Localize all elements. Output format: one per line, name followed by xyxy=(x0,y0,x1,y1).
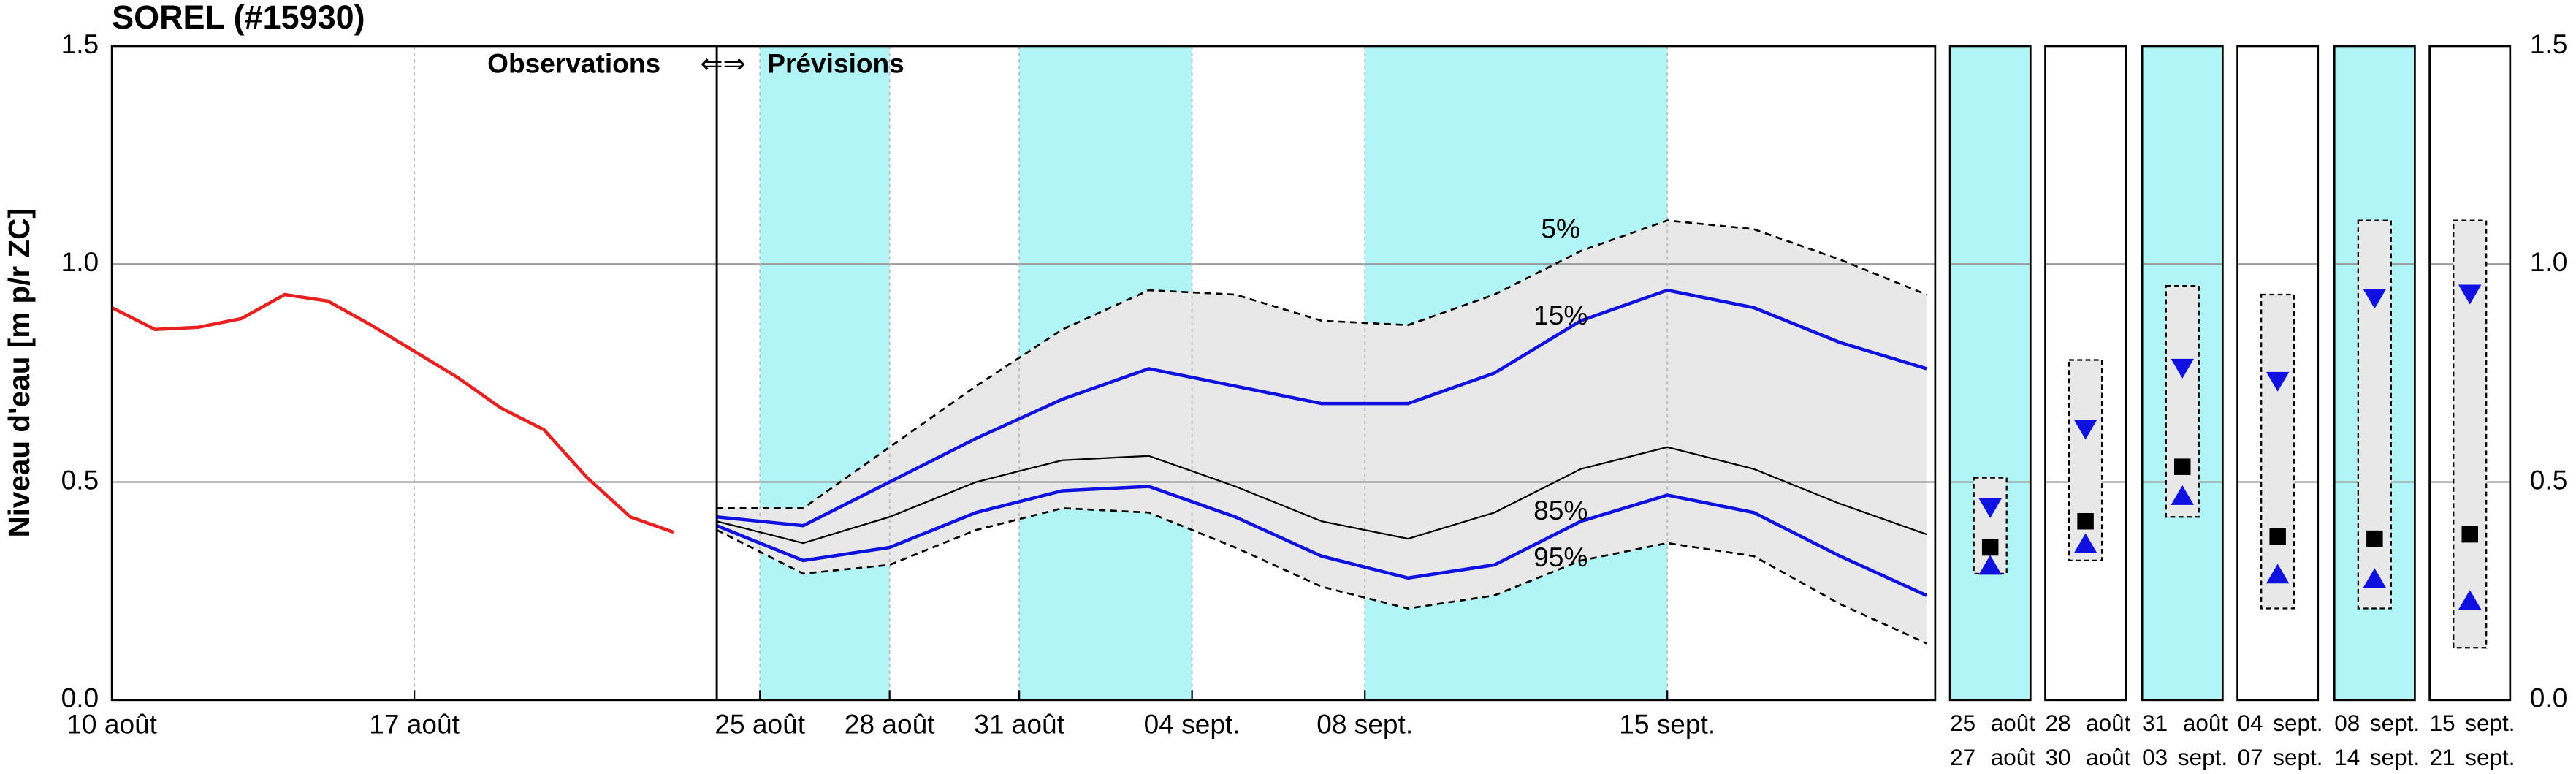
panel-start-label: août xyxy=(2183,710,2228,736)
panel-end-label: 14 xyxy=(2334,745,2360,770)
x-tick-label: 10 août xyxy=(66,709,157,740)
panel-frame xyxy=(2044,45,2127,702)
range-box xyxy=(2357,219,2392,610)
x-tick-label: 31 août xyxy=(974,709,1064,740)
annotation: ⇐⇒ xyxy=(700,48,745,79)
upper-marker xyxy=(2363,289,2387,309)
y-tick-label-right: 0.5 xyxy=(2530,464,2568,495)
x-tick-label: 04 sept. xyxy=(1144,709,1241,740)
panel-end-label: 27 xyxy=(1950,745,1975,770)
series-line xyxy=(716,288,1927,528)
panel-end-label: 21 xyxy=(2430,745,2455,770)
panel-end-label: 30 xyxy=(2046,745,2071,770)
panel-frame xyxy=(2333,45,2416,702)
range-box xyxy=(2453,219,2488,649)
panel-end-label: août xyxy=(1991,745,2036,770)
panel-start-label: août xyxy=(2086,710,2131,736)
series-label: 5% xyxy=(1541,213,1580,243)
median-marker xyxy=(2461,526,2478,543)
panel-frame xyxy=(2141,45,2224,702)
panel-start-label: sept. xyxy=(2273,710,2322,736)
x-tick-label: 25 août xyxy=(715,709,805,740)
panel-end-label: août xyxy=(2086,745,2131,770)
x-tick-label: 08 sept. xyxy=(1316,709,1413,740)
median-marker xyxy=(2174,458,2191,475)
band-fill xyxy=(717,220,1927,644)
lower-marker xyxy=(2458,590,2482,610)
panel-end-label: 03 xyxy=(2142,745,2168,770)
y-tick-label-right: 0.0 xyxy=(2530,683,2568,713)
series-label: 15% xyxy=(1533,300,1588,330)
panel-start-label: 25 xyxy=(1950,710,1975,736)
series-label: 95% xyxy=(1533,542,1588,572)
panel-start-label: sept. xyxy=(2370,710,2420,736)
y-tick-label-right: 1.5 xyxy=(2530,29,2568,59)
annotation: Prévisions xyxy=(767,48,904,79)
range-box xyxy=(2068,359,2103,562)
range-box xyxy=(2165,284,2200,518)
chart-title: SOREL (#15930) xyxy=(112,0,365,36)
panel-start-label: 15 xyxy=(2430,710,2455,736)
y-tick-label-right: 1.0 xyxy=(2530,246,2568,277)
upper-marker xyxy=(2266,371,2290,392)
y-tick-label: 1.0 xyxy=(61,246,99,277)
panel-frame xyxy=(1948,45,2032,702)
series-line xyxy=(111,292,674,534)
series-line xyxy=(716,485,1927,597)
panel-start-label: août xyxy=(1991,710,2036,736)
panel-start-label: sept. xyxy=(2465,710,2515,736)
y-tick-label: 1.5 xyxy=(61,29,99,59)
lower-marker xyxy=(2363,568,2387,588)
series-line xyxy=(717,219,1927,509)
x-tick-label: 17 août xyxy=(369,709,460,740)
range-box xyxy=(2260,293,2295,610)
panel-start-label: 28 xyxy=(2046,710,2071,736)
series-label: 85% xyxy=(1533,495,1588,526)
median-marker xyxy=(2269,528,2286,545)
panel-start-label: 04 xyxy=(2238,710,2263,736)
panel-start-label: 08 xyxy=(2334,710,2360,736)
upper-marker xyxy=(2171,358,2194,379)
panel-end-label: sept. xyxy=(2273,745,2322,770)
lower-marker xyxy=(2266,564,2290,584)
lower-marker xyxy=(1978,555,2002,575)
panel-end-label: sept. xyxy=(2370,745,2420,770)
plot-frame xyxy=(110,45,1937,702)
panel-frame xyxy=(2236,45,2320,702)
panel-background xyxy=(1950,45,2031,700)
panel-end-label: 07 xyxy=(2238,745,2263,770)
upper-marker xyxy=(2073,420,2097,440)
median-marker xyxy=(1981,539,1999,556)
panel-end-label: sept. xyxy=(2178,745,2228,770)
panel-frame xyxy=(2428,45,2512,702)
upper-marker xyxy=(2458,284,2482,305)
y-axis-label: Niveau d'eau [m p/r ZC] xyxy=(2,208,36,537)
y-tick-label: 0.5 xyxy=(61,464,99,495)
series-line xyxy=(716,446,1927,545)
annotation: Observations xyxy=(487,48,660,79)
x-tick-label: 15 sept. xyxy=(1619,709,1715,740)
lower-marker xyxy=(2171,485,2194,505)
median-marker xyxy=(2366,530,2383,547)
panel-end-label: sept. xyxy=(2465,745,2515,770)
lower-marker xyxy=(2073,533,2097,553)
median-marker xyxy=(2077,512,2094,530)
shaded-span xyxy=(760,45,890,700)
y-tick-label: 0.0 xyxy=(61,683,99,713)
panel-start-label: 31 xyxy=(2142,710,2168,736)
upper-marker xyxy=(1978,498,2002,518)
x-tick-label: 28 août xyxy=(845,709,935,740)
